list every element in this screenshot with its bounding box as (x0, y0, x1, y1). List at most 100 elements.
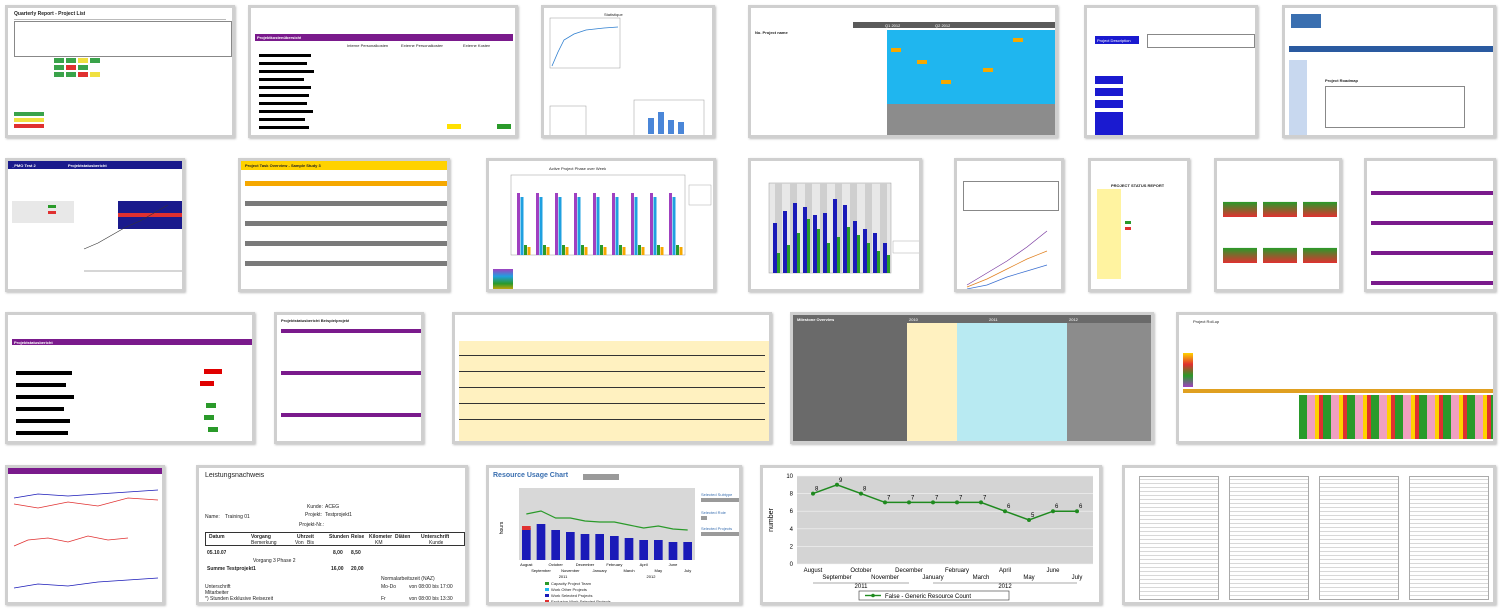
thumbnail-documents[interactable] (1122, 465, 1496, 605)
thumbnail-spreadsheet[interactable] (452, 312, 772, 444)
sig-label-1: Unterschrift (205, 584, 231, 590)
thumbnail-task-overview[interactable]: Project Task Overview - Sample Study 3 (238, 158, 450, 292)
data-label: 8 (815, 487, 819, 493)
thumbnail-project-roadmap[interactable]: Project Roadmap (1282, 5, 1496, 138)
thumb-title: No. Project name (755, 30, 788, 35)
data-label: 8 (863, 487, 867, 493)
year-label: 2012 (998, 584, 1012, 590)
thumbnail-project-description[interactable]: Project Description (1084, 5, 1258, 138)
data-point (955, 500, 959, 505)
thumbnail-status-report[interactable]: PROJECT STATUS REPORT (1088, 158, 1190, 292)
projekt-value: Testprojekt1 (325, 512, 352, 518)
col-header-external: Externe Personalkosten (401, 43, 444, 48)
row-travel: 8,50 (351, 550, 361, 556)
normal-label: Normalarbeitszeit (NAZ) (381, 576, 435, 582)
phase-bar (679, 247, 683, 255)
thumbnail-project-quarters[interactable]: Q1 2012 Q2 2012 No. Project name (748, 5, 1058, 138)
effort-bar (853, 221, 857, 273)
thumbnail-timesheet[interactable]: Leistungsnachweis Kunde: ACEG Name: Trai… (196, 465, 468, 605)
usage-year-label: 2012 (647, 574, 657, 579)
thumbnail-effort-chart[interactable] (748, 158, 922, 292)
phase-bar (638, 245, 641, 255)
usage-month-label: January (593, 568, 607, 573)
thumbnail-pmo-status[interactable]: _PMO Test 2 Projektstatusbericht (5, 158, 185, 292)
x-tick-label: March (973, 575, 990, 581)
thumb-title: Projektstatusbericht Beispielprojekt (281, 318, 350, 323)
x-tick-label: December (895, 568, 923, 574)
legend-exclusion: Exclusion Work Selected Projects (551, 599, 611, 604)
x-tick-label: July (1072, 575, 1083, 581)
mofr-label: Mo-Do (381, 584, 397, 590)
thumb-title: Project Description (1097, 38, 1131, 43)
usage-capacity-line (526, 510, 688, 531)
quarter-q2: Q2 2012 (935, 23, 951, 28)
effort-bar (797, 233, 800, 273)
thumbnail-project-rollup[interactable]: Project Roll-up (1176, 312, 1496, 444)
effort-bar (873, 233, 877, 273)
usage-plot-area (519, 488, 695, 560)
year-2012: 2012 (1069, 317, 1078, 322)
thumb-title: Milestone Overview (797, 317, 835, 322)
y-tick-label: 2 (790, 544, 794, 550)
x-tick-label: October (850, 568, 871, 574)
thumbnail-resource-count-chart[interactable]: 0 2 4 6 8 10 number 8 9 8 7 7 7 7 7 6 5 6 6 August September… (760, 465, 1102, 605)
legend-selected: Work Selected Projects (551, 593, 593, 598)
effort-bar (803, 207, 807, 273)
effort-bar (833, 199, 837, 273)
legend-box (858, 590, 1010, 601)
usage-month-label: March (623, 568, 634, 573)
effort-bar (847, 227, 850, 273)
thumbnail-resource-usage[interactable]: Resource Usage Chart August September Octo… (486, 465, 742, 605)
thumbnail-active-phase-chart[interactable]: Active Project Phase over Week (486, 158, 716, 292)
resource-usage-chart: AugustSeptemberOctoberNovemberDecemberJa… (499, 488, 695, 579)
usage-y-label: hours (499, 521, 505, 534)
col-header-internal: Interne Personalkosten (347, 43, 389, 48)
phase-bar (555, 193, 558, 255)
thumbnail-resource-overview[interactable] (954, 158, 1064, 292)
data-label: 7 (983, 495, 987, 501)
effort-bar (823, 213, 827, 273)
thumbnail-cost-overview[interactable]: Projektkostenübersicht Interne Personalk… (248, 5, 518, 138)
statistics-mini-chart (549, 17, 705, 135)
app-name: _PMO Test 2 (12, 163, 36, 168)
phase-bar (631, 193, 634, 255)
usage-month-label: July (684, 568, 691, 573)
effort-band (865, 183, 872, 273)
year-2010: 2010 (909, 317, 918, 322)
col-header-cost: Externe Kosten (463, 43, 491, 48)
thumbnail-statistics[interactable]: Statistique (541, 5, 715, 138)
phase-bar (581, 245, 584, 255)
phase-bar (558, 197, 562, 255)
year-2011: 2011 (989, 317, 998, 322)
thumbnail-report-purple[interactable] (1364, 158, 1496, 292)
phase-bar (584, 247, 588, 255)
usage-month-label: September (531, 568, 551, 573)
quarter-q1: Q1 2012 (885, 23, 901, 28)
thumbnail-example-project[interactable]: Projektstatusbericht Beispielprojekt (274, 312, 424, 444)
data-point (835, 482, 839, 487)
thumbnail-quarterly-report[interactable]: Quarterly Report - Project List (5, 5, 235, 138)
thumb-title: Projektstatusbericht (14, 340, 53, 345)
phase-bar (524, 245, 527, 255)
kunde-label: Kunde: (307, 504, 323, 510)
usage-month-label: August (520, 562, 533, 567)
data-label: 6 (1055, 504, 1059, 510)
sig-label-2: Mitarbeiter (205, 590, 229, 596)
phase-bar (536, 193, 539, 255)
thumbnail-gantt-status[interactable]: Projektstatusbericht (5, 312, 255, 444)
data-label: 7 (959, 495, 963, 501)
thumb-title: Resource Usage Chart (493, 472, 569, 479)
resource-count-line-chart: 0 2 4 6 8 10 number 8 9 8 7 7 7 7 7 6 5 6 6 AugustSeptember… (768, 474, 1093, 601)
footnote: *) Stunden Exklusive Reisezeit (205, 596, 274, 602)
thumbnail-line-charts[interactable] (5, 465, 165, 605)
data-point (811, 491, 815, 496)
projektnr-label: Projekt-Nr.: (299, 522, 325, 528)
thumb-title: Projektkostenübersicht (257, 35, 302, 40)
phase-bar (603, 247, 607, 255)
data-point (1027, 518, 1031, 522)
phase-bar (641, 247, 645, 255)
thumb-title: Project Roadmap (1325, 78, 1358, 83)
thumbnail-milestone-overview[interactable]: Milestone Overview 2010 2011 2012 (790, 312, 1154, 444)
projekt-label: Projekt: (305, 512, 322, 518)
thumbnail-multi-charts[interactable] (1214, 158, 1342, 292)
